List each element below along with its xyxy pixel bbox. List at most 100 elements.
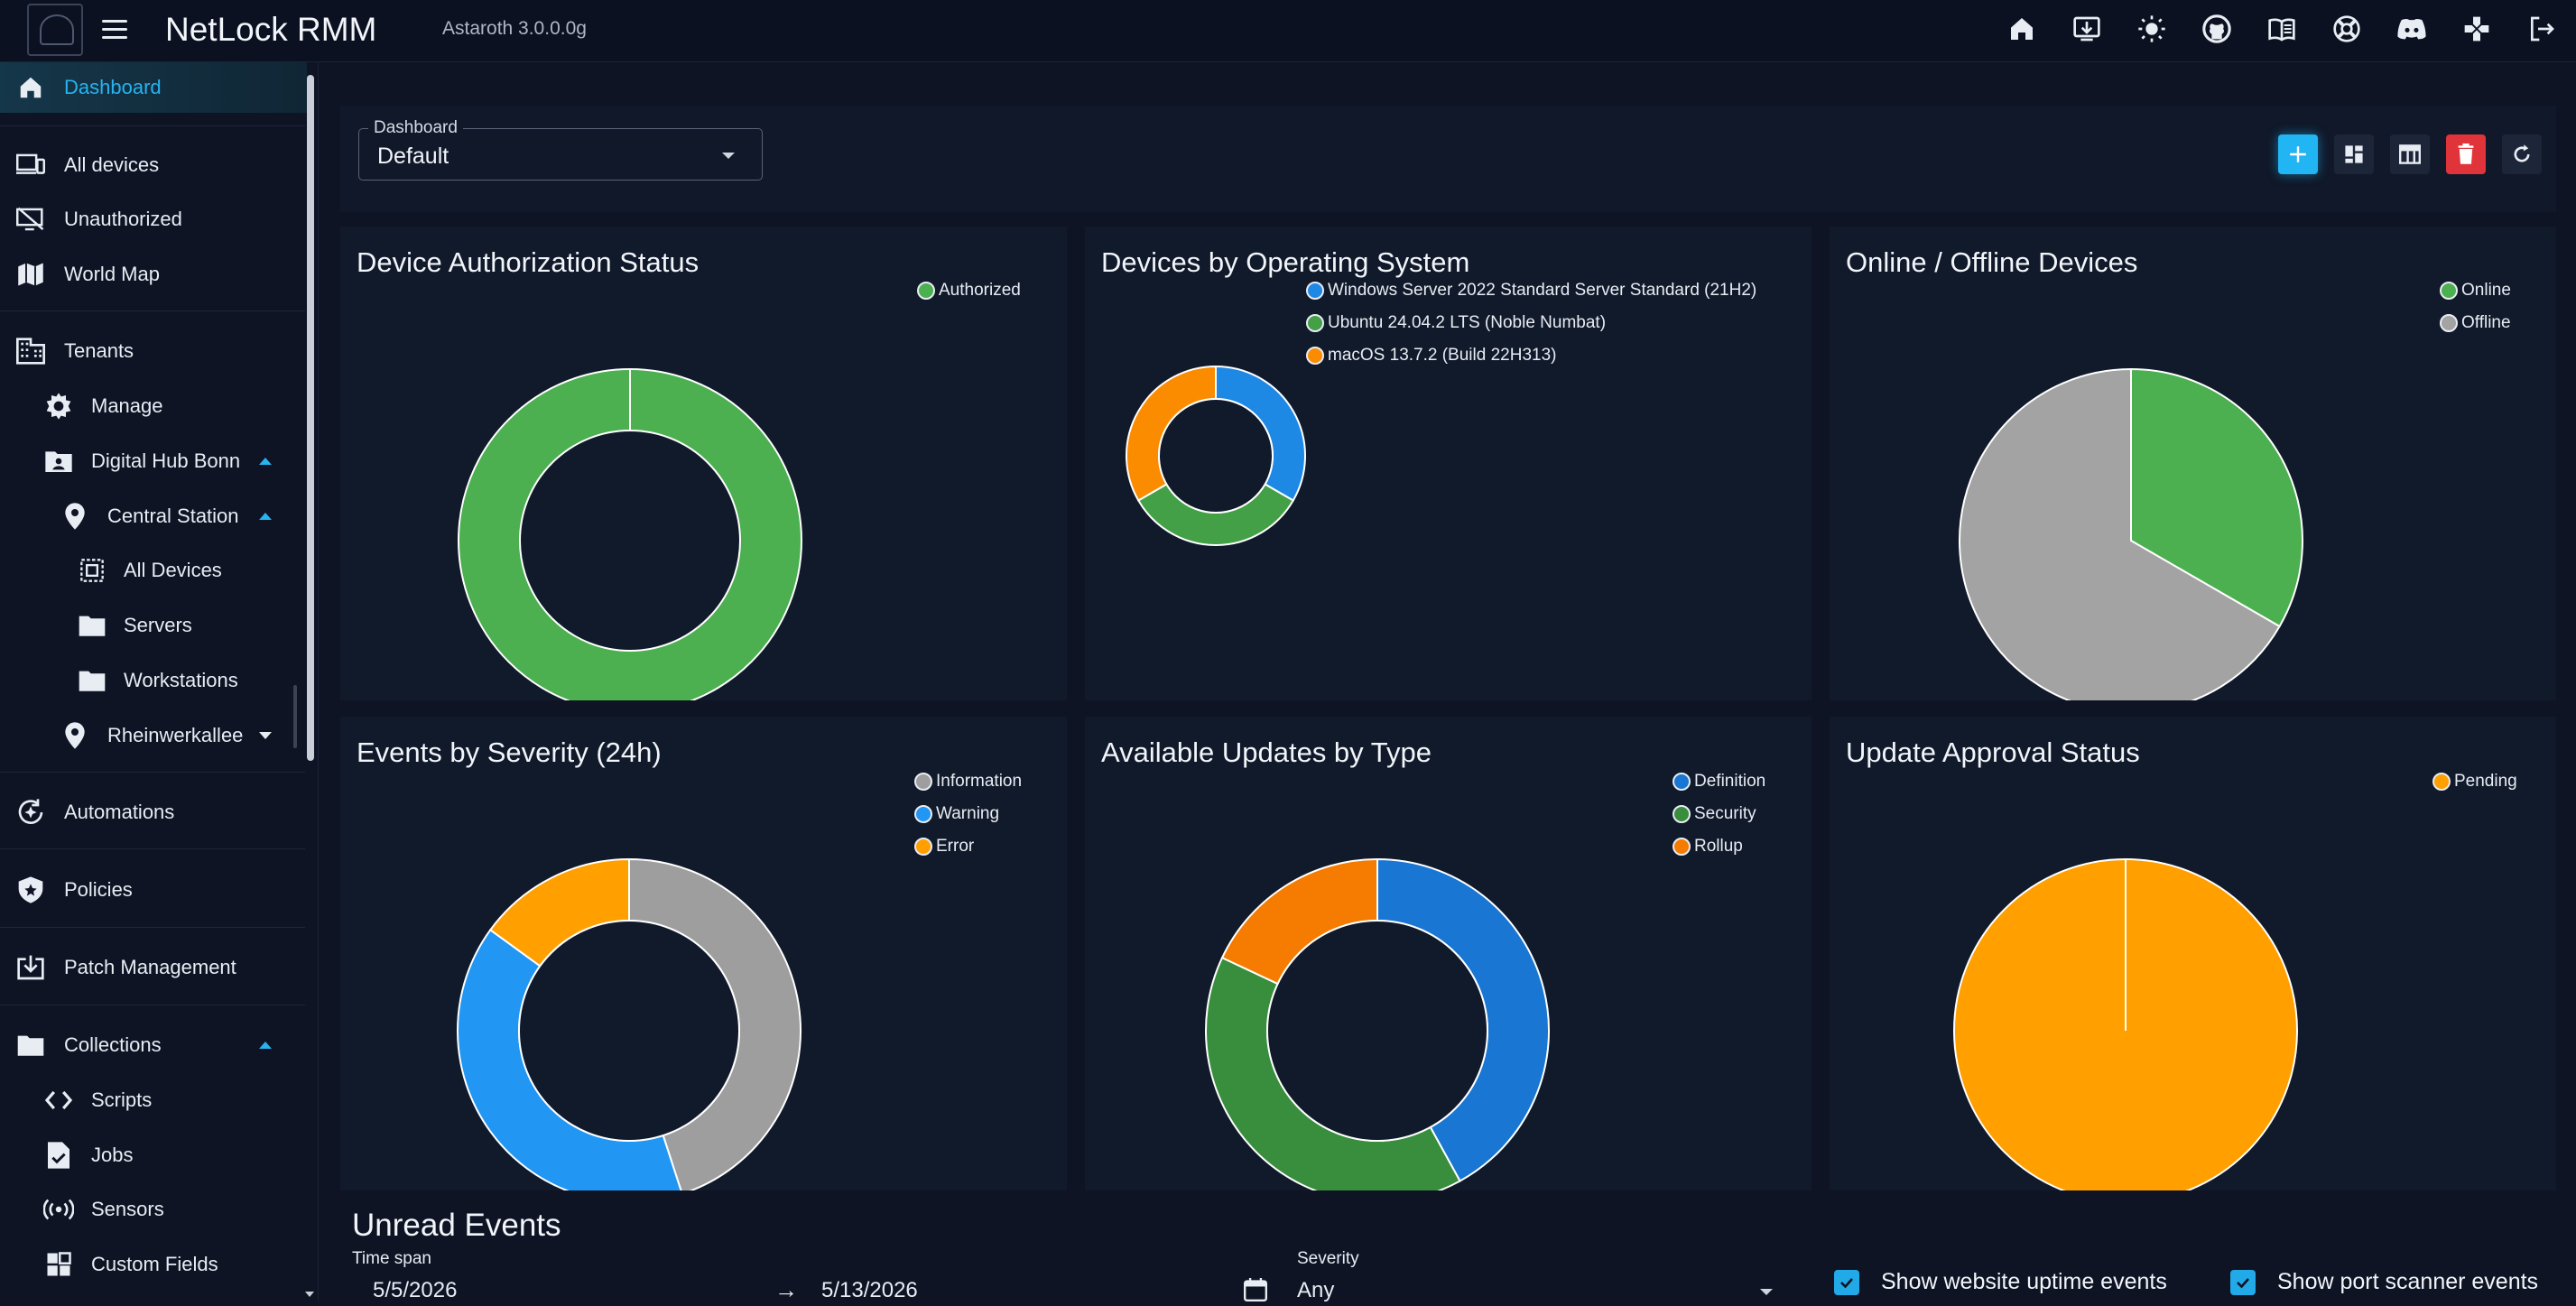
sidebar-item-all-devices-group[interactable]: All Devices: [0, 545, 307, 596]
legend-label: Security: [1694, 804, 1756, 823]
chart-slice-0[interactable]: [1953, 858, 2298, 1190]
legend-item[interactable]: Error: [914, 830, 1022, 863]
app-version: Astaroth 3.0.0.0g: [442, 18, 587, 39]
support-icon[interactable]: [2330, 13, 2363, 45]
sidebar-item-automations[interactable]: Automations: [0, 787, 307, 838]
layout-columns-button[interactable]: [2390, 134, 2430, 174]
card-title: Available Updates by Type: [1101, 736, 1432, 768]
layout-grid-button[interactable]: [2334, 134, 2374, 174]
sidebar-item-sensors[interactable]: Sensors: [0, 1184, 307, 1235]
chevron-down-icon[interactable]: [259, 732, 272, 739]
dropdown-arrow-icon[interactable]: [1760, 1289, 1773, 1295]
legend-dot: [2440, 314, 2458, 332]
sidebar-item-manage[interactable]: Manage: [0, 381, 307, 431]
legend-label: Information: [936, 772, 1023, 791]
legend-item[interactable]: macOS 13.7.2 (Build 22H313): [1306, 339, 1756, 372]
calendar-icon[interactable]: [1242, 1278, 1269, 1301]
sidebar-item-central-station[interactable]: Central Station: [0, 491, 307, 542]
sidebar-item-patch-management[interactable]: Patch Management: [0, 942, 307, 993]
sidebar-item-all-devices[interactable]: All devices: [0, 140, 307, 190]
sidebar-item-jobs[interactable]: Jobs: [0, 1130, 307, 1181]
github-icon[interactable]: [2201, 13, 2233, 45]
sidebar-item-workstations[interactable]: Workstations: [0, 655, 307, 706]
sidebar-item-label: Sensors: [91, 1198, 164, 1220]
card-title: Devices by Operating System: [1101, 246, 1470, 278]
legend-item[interactable]: Security: [1673, 798, 1765, 830]
legend-item[interactable]: Warning: [914, 798, 1022, 830]
unauthorized-device-icon: [15, 204, 46, 235]
legend-item[interactable]: Online: [2440, 274, 2511, 307]
card-title: Online / Offline Devices: [1846, 246, 2138, 278]
delete-dashboard-button[interactable]: [2446, 134, 2486, 174]
legend-item[interactable]: Definition: [1673, 765, 1765, 798]
checkbox-checked-icon[interactable]: [1834, 1269, 1859, 1295]
sidebar-item-label: Manage: [91, 394, 163, 417]
netlock-logo: [27, 4, 83, 56]
building-icon: [15, 336, 46, 366]
gamepad-icon[interactable]: [2460, 13, 2493, 45]
legend-item[interactable]: Information: [914, 765, 1022, 798]
sidebar-item-world-map[interactable]: World Map: [0, 249, 307, 300]
legend-dot: [1673, 805, 1691, 823]
docs-icon[interactable]: [2266, 13, 2298, 45]
folder-icon: [77, 610, 107, 641]
legend-label: Offline: [2461, 313, 2511, 332]
legend-dot: [2440, 282, 2458, 300]
sidebar-item-servers[interactable]: Servers: [0, 600, 307, 651]
download-icon[interactable]: [2071, 13, 2103, 45]
legend-item[interactable]: Authorized: [917, 274, 1021, 307]
add-widget-button[interactable]: [2278, 134, 2318, 174]
checkbox-label: Show port scanner events: [2277, 1269, 2539, 1294]
checkbox-checked-icon[interactable]: [2230, 1269, 2256, 1295]
sidebar: Dashboard All devices Unauthorized World…: [0, 62, 319, 1301]
legend-item[interactable]: Pending: [2432, 765, 2517, 798]
menu-icon[interactable]: [102, 20, 127, 40]
legend-dot: [917, 282, 935, 300]
dashboard-select[interactable]: Dashboard Default: [358, 118, 763, 181]
port-scanner-checkbox[interactable]: Show port scanner events: [2230, 1269, 2538, 1295]
legend-dot: [2432, 773, 2451, 791]
sidebar-item-label: All devices: [64, 153, 160, 176]
code-icon: [43, 1085, 74, 1116]
custom-fields-icon: [43, 1249, 74, 1280]
website-uptime-checkbox[interactable]: Show website uptime events: [1834, 1269, 2167, 1295]
legend-item[interactable]: Ubuntu 24.04.2 LTS (Noble Numbat): [1306, 307, 1756, 339]
gear-icon: [43, 391, 74, 421]
card-title: Update Approval Status: [1846, 736, 2140, 768]
sidebar-item-digital-hub-bonn[interactable]: Digital Hub Bonn: [0, 436, 307, 486]
sidebar-item-rheinwerkallee[interactable]: Rheinwerkallee: [0, 710, 307, 761]
date-from-input[interactable]: 5/5/2026: [373, 1278, 458, 1302]
os-donut-chart: [1126, 365, 1306, 546]
sidebar-item-tenants[interactable]: Tenants: [0, 326, 307, 376]
sidebar-item-unauthorized[interactable]: Unauthorized: [0, 194, 307, 245]
chevron-up-icon[interactable]: [259, 513, 272, 520]
refresh-button[interactable]: [2502, 134, 2542, 174]
legend-item[interactable]: Rollup: [1673, 830, 1765, 863]
severity-select[interactable]: Any: [1297, 1278, 1335, 1302]
sidebar-item-policies[interactable]: Policies: [0, 865, 307, 915]
logout-icon[interactable]: [2525, 13, 2558, 45]
sidebar-item-dashboard[interactable]: Dashboard: [0, 62, 307, 113]
app-bar: NetLock RMM Astaroth 3.0.0.0g: [0, 0, 2576, 62]
sidebar-item-scripts[interactable]: Scripts: [0, 1075, 307, 1125]
scroll-down-arrow[interactable]: [305, 1292, 314, 1297]
app-title: NetLock RMM: [165, 11, 377, 48]
sidebar-item-custom-fields[interactable]: Custom Fields: [0, 1239, 307, 1290]
brightness-icon[interactable]: [2136, 13, 2168, 45]
checkbox-label: Show website uptime events: [1881, 1269, 2167, 1294]
date-to-input[interactable]: 5/13/2026: [821, 1278, 918, 1302]
legend-item[interactable]: Offline: [2440, 307, 2511, 339]
chart-slice-0[interactable]: [2130, 367, 2303, 628]
chevron-up-icon[interactable]: [259, 458, 272, 465]
card-events-by-severity: Events by Severity (24h) Information War…: [340, 717, 1067, 1190]
folder-icon: [15, 1030, 46, 1061]
sidebar-scrollbar[interactable]: [307, 75, 314, 761]
sidebar-item-label: Custom Fields: [91, 1253, 218, 1275]
home-icon[interactable]: [2006, 13, 2038, 45]
folder-icon: [77, 665, 107, 696]
chart-slice-1[interactable]: [1959, 367, 2281, 700]
legend-item[interactable]: Windows Server 2022 Standard Server Stan…: [1306, 274, 1756, 307]
discord-icon[interactable]: [2395, 13, 2428, 45]
chevron-up-icon[interactable]: [259, 1042, 272, 1049]
sidebar-item-collections[interactable]: Collections: [0, 1020, 307, 1070]
